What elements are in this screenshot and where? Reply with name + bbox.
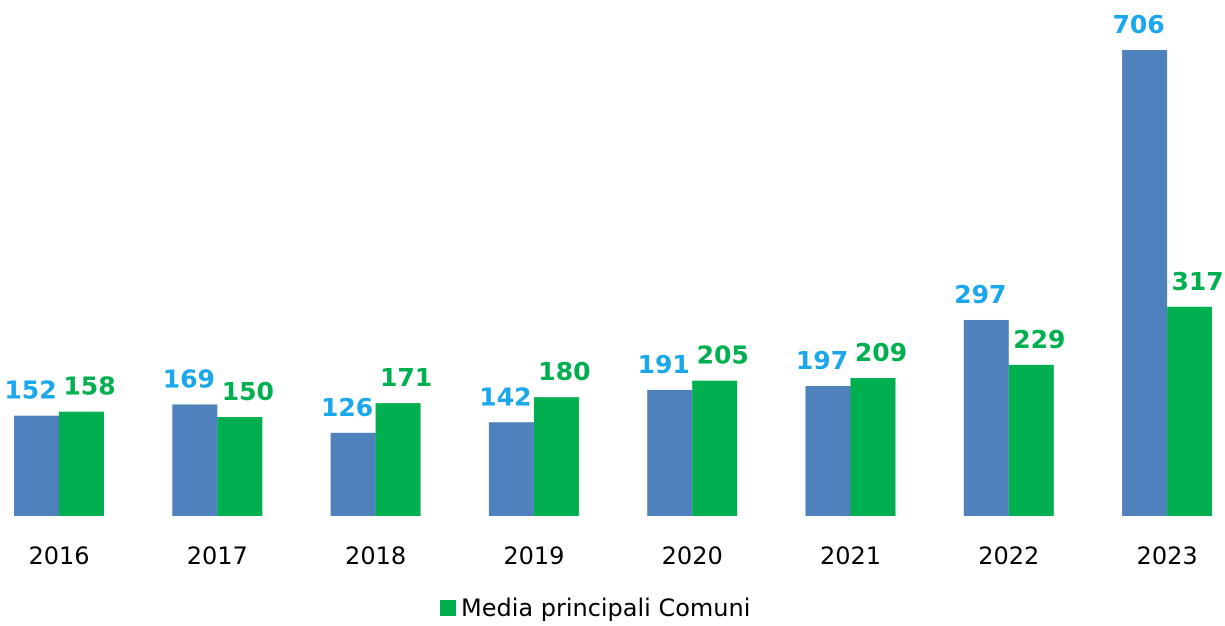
- bar: [14, 415, 59, 516]
- bar: [330, 432, 376, 516]
- value-label: 169: [163, 364, 215, 393]
- value-label: 171: [380, 363, 432, 392]
- value-label: 197: [796, 346, 848, 375]
- bar: [375, 403, 421, 516]
- bar: [805, 385, 851, 516]
- x-tick-label: 2021: [820, 542, 881, 570]
- bar: [59, 411, 104, 516]
- bar: [533, 397, 579, 516]
- x-tick-label: 2017: [187, 542, 248, 570]
- x-tick-label: 2019: [503, 542, 564, 570]
- value-label: 209: [855, 338, 907, 367]
- bar: [217, 416, 263, 516]
- bar: [1122, 50, 1168, 516]
- bar: [963, 319, 1009, 516]
- x-tick-label: 2020: [662, 542, 723, 570]
- value-label: 191: [638, 350, 690, 379]
- bar: [488, 422, 534, 516]
- value-label: 150: [222, 377, 274, 406]
- value-label: 126: [321, 393, 373, 422]
- value-label: 205: [697, 341, 749, 370]
- bar: [692, 380, 738, 516]
- value-label: 229: [1013, 325, 1065, 354]
- value-label: 317: [1172, 267, 1224, 296]
- legend-label: Media principali Comuni: [461, 594, 750, 622]
- x-tick-label: 2023: [1137, 542, 1198, 570]
- x-tick-label: 2018: [345, 542, 406, 570]
- bar: [172, 404, 218, 516]
- x-tick-label: 2022: [978, 542, 1039, 570]
- value-label: 706: [1113, 10, 1165, 39]
- value-label: 152: [4, 376, 56, 405]
- legend-swatch: [440, 600, 456, 616]
- bar: [1008, 364, 1054, 516]
- x-tick-label: 2016: [28, 542, 89, 570]
- value-label: 180: [538, 357, 590, 386]
- bar: [850, 378, 896, 516]
- bar: [1167, 306, 1213, 516]
- bar: [647, 389, 693, 516]
- value-label: 158: [63, 372, 115, 401]
- value-label: 297: [954, 280, 1006, 309]
- value-label: 142: [479, 382, 531, 411]
